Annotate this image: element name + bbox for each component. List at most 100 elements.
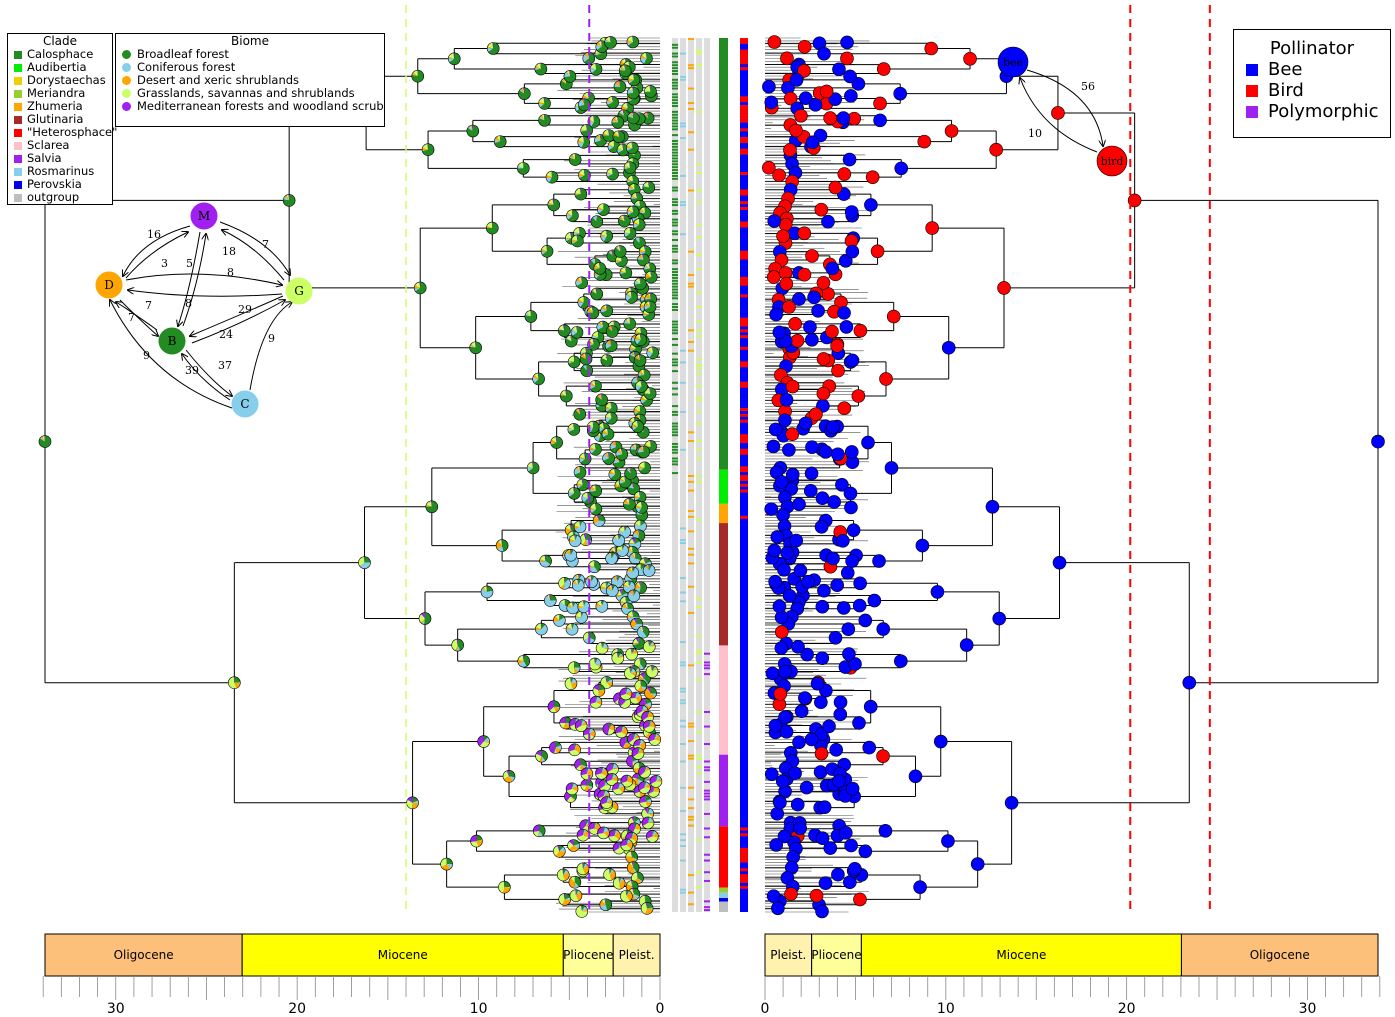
pie-slice xyxy=(652,667,658,672)
pie-slice xyxy=(603,830,610,837)
pie-slice xyxy=(598,684,605,691)
pie-slice xyxy=(565,232,572,239)
biome-strip-tick xyxy=(672,457,678,460)
pie-slice xyxy=(634,791,640,798)
pie-outline xyxy=(587,115,601,128)
pie-slice xyxy=(640,327,641,334)
pie-slice xyxy=(594,822,597,829)
pie-outline xyxy=(558,576,571,590)
pie-slice xyxy=(627,209,634,212)
pie-slice xyxy=(600,582,607,589)
pie-slice xyxy=(574,188,581,195)
pollinator-strip-tick xyxy=(740,483,748,487)
pie-outline xyxy=(577,135,591,149)
pie-slice xyxy=(631,194,637,199)
pie-slice xyxy=(547,201,554,205)
pie-slice xyxy=(626,293,632,298)
biome-strip-tick xyxy=(672,116,678,119)
pie-slice xyxy=(606,101,613,105)
pie-slice xyxy=(585,124,587,131)
pie-outline xyxy=(569,889,583,902)
pie-slice xyxy=(571,601,573,608)
pie-outline xyxy=(634,277,647,291)
pie-slice xyxy=(601,898,606,905)
legend-swatch xyxy=(1246,63,1258,76)
pie-slice xyxy=(607,129,609,136)
pie-slice xyxy=(618,529,625,533)
pie-slice xyxy=(589,489,596,492)
pie-slice xyxy=(635,237,640,244)
biome-strip-tick xyxy=(688,798,694,801)
pie-slice xyxy=(628,467,631,474)
node-bee xyxy=(913,880,927,894)
pie-slice xyxy=(629,467,631,474)
pie-slice xyxy=(596,135,601,141)
pie-slice xyxy=(633,894,640,900)
pie-slice xyxy=(634,680,641,691)
pie-slice xyxy=(595,602,602,607)
pie-slice xyxy=(638,581,647,594)
node-bee xyxy=(805,440,819,454)
biome-strip-tick xyxy=(672,209,678,212)
biome-strip-tick xyxy=(696,635,702,638)
pie-outline xyxy=(532,372,545,386)
pie-slice xyxy=(603,789,606,796)
biome-strip-tick xyxy=(672,239,678,242)
pie-slice xyxy=(608,724,615,731)
pie-slice xyxy=(638,465,645,470)
pie-slice xyxy=(631,423,638,428)
pie-slice xyxy=(642,445,644,452)
node-m xyxy=(190,202,218,230)
pie-slice xyxy=(448,56,455,59)
pie-slice xyxy=(631,537,635,544)
biome-strip-tick xyxy=(696,396,702,399)
pie-outline xyxy=(612,130,626,144)
pie-slice xyxy=(566,788,578,795)
pie-slice xyxy=(637,627,647,639)
pie-slice xyxy=(575,891,582,902)
node-bird xyxy=(1127,193,1142,208)
pie-slice xyxy=(633,73,634,80)
pie-outline xyxy=(619,687,633,701)
pie-slice xyxy=(642,185,649,188)
biome-strip-tick xyxy=(672,201,678,204)
node-bee xyxy=(782,443,796,457)
pie-slice xyxy=(606,173,613,177)
pie-outline xyxy=(625,647,638,661)
pie-slice xyxy=(630,183,635,190)
node-label: B xyxy=(168,334,177,348)
pie-slice xyxy=(566,214,573,220)
pie-slice xyxy=(628,187,635,191)
pie-slice xyxy=(639,626,644,633)
pie-slice xyxy=(649,300,651,307)
pie-slice xyxy=(633,637,645,650)
pie-slice xyxy=(619,64,632,77)
pie-slice xyxy=(631,483,634,489)
pie-slice xyxy=(631,377,638,383)
pie-slice xyxy=(639,446,644,452)
pie-slice xyxy=(611,325,613,332)
node-bee xyxy=(775,774,790,789)
pie-slice xyxy=(579,169,591,182)
pie-outline xyxy=(624,467,637,480)
pie-slice xyxy=(617,653,623,659)
pie-slice xyxy=(628,185,635,190)
node-bee xyxy=(845,244,860,259)
node-bee xyxy=(941,340,956,355)
pie-slice xyxy=(575,611,582,618)
pie-slice xyxy=(602,430,608,435)
pie-slice xyxy=(527,466,534,472)
pie-slice xyxy=(591,63,603,76)
pie-slice xyxy=(565,237,572,240)
tick-label: 10 xyxy=(470,1001,488,1017)
biome-strip-tick xyxy=(704,906,710,909)
pie-outline xyxy=(641,816,655,830)
pie-slice xyxy=(649,387,651,394)
pie-slice xyxy=(606,168,613,175)
pie-slice xyxy=(602,132,609,136)
pie-slice xyxy=(626,291,638,304)
pie-slice xyxy=(571,623,573,630)
clade-strip-segment xyxy=(719,754,728,827)
pie-slice xyxy=(632,552,636,559)
pie-slice xyxy=(555,747,562,754)
